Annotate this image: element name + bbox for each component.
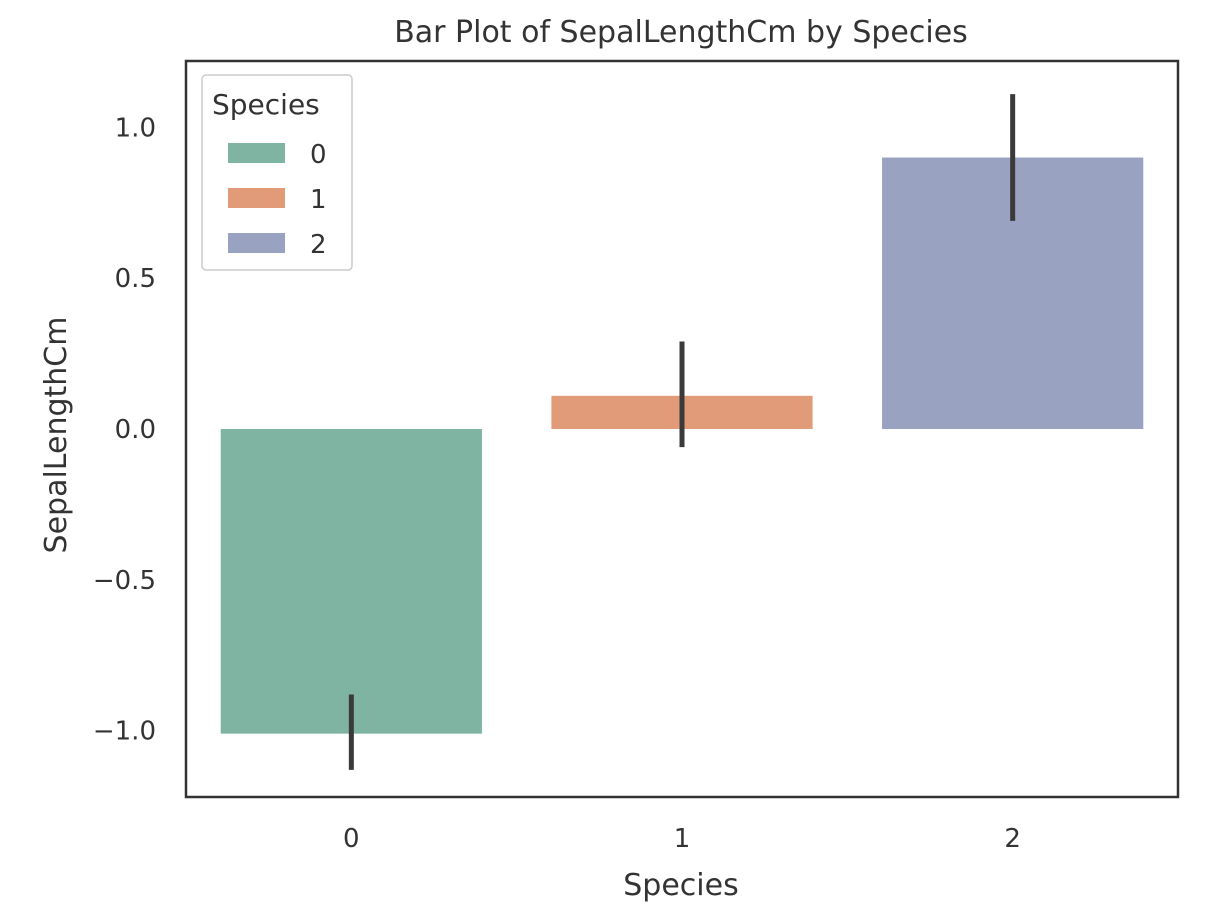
bars-layer	[220, 157, 1144, 734]
legend-label-2: 2	[310, 230, 327, 260]
legend-swatch-2	[228, 233, 285, 253]
x-tick-label: 0	[343, 824, 360, 854]
error-bars-layer	[348, 94, 1016, 770]
y-tick-label: −0.5	[93, 566, 156, 596]
legend-title: Species	[212, 88, 320, 121]
legend-swatch-1	[228, 188, 285, 208]
legend-swatch-0	[228, 143, 285, 163]
x-tick-label: 2	[1004, 824, 1021, 854]
legend-label-0: 0	[310, 140, 327, 170]
x-axis-label: Species	[623, 868, 738, 903]
legend-entries: 0 1 2	[228, 140, 327, 260]
y-axis-label: SepalLengthCm	[39, 317, 74, 554]
y-tick-label: 1.0	[115, 113, 156, 143]
legend: Species 0 1 2	[201, 74, 353, 271]
legend-box	[201, 74, 353, 271]
y-axis: 1.0 0.5 0.0 −0.5 −1.0	[93, 113, 156, 746]
y-tick-label: 0.5	[115, 264, 156, 294]
y-tick-label: 0.0	[115, 415, 156, 445]
y-tick-label: −1.0	[93, 717, 156, 747]
bar-species-0	[220, 429, 482, 734]
x-tick-label: 1	[674, 824, 691, 854]
legend-label-1: 1	[310, 185, 327, 215]
chart-title: Bar Plot of SepalLengthCm by Species	[394, 15, 968, 50]
x-axis: 0 1 2	[343, 824, 1021, 854]
plot-frame	[184, 59, 1180, 799]
